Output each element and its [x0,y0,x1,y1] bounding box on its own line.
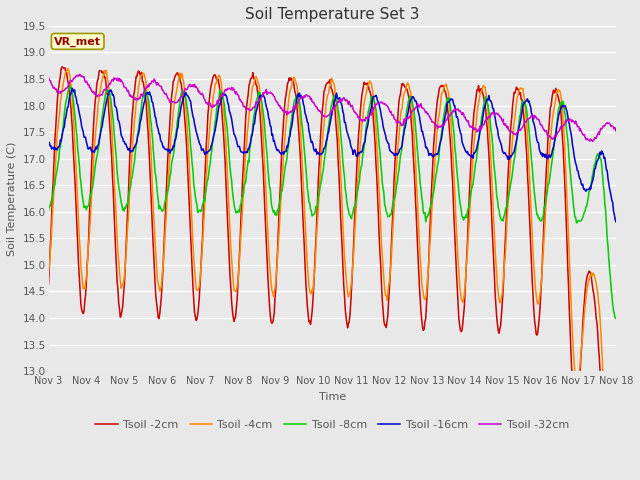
Line: Tsoil -2cm: Tsoil -2cm [49,67,616,480]
Tsoil -8cm [45,207,52,213]
Tsoil -8cm [202,190,209,196]
Tsoil -32cm [76,72,83,77]
Line: Tsoil -16cm: Tsoil -16cm [49,88,616,222]
Tsoil -32cm [114,75,122,81]
Tsoil -8cm [419,200,426,205]
Tsoil -32cm [419,105,426,111]
Tsoil -2cm [45,281,52,287]
Tsoil -16cm [402,120,410,126]
Tsoil -2cm [419,324,426,330]
X-axis label: Time: Time [319,392,346,401]
Tsoil -4cm [172,93,179,99]
Line: Tsoil -4cm: Tsoil -4cm [49,69,616,480]
Tsoil -32cm [402,116,410,122]
Tsoil -8cm [55,156,63,162]
Tsoil -32cm [612,128,620,134]
Tsoil -2cm [202,159,209,165]
Tsoil -4cm [419,286,426,292]
Tsoil -4cm [45,270,52,276]
Tsoil -16cm [45,141,52,146]
Tsoil -8cm [612,315,620,321]
Tsoil -16cm [55,144,63,150]
Title: Soil Temperature Set 3: Soil Temperature Set 3 [245,7,419,22]
Line: Tsoil -8cm: Tsoil -8cm [49,86,616,318]
Tsoil -4cm [402,85,410,91]
Tsoil -16cm [612,219,620,225]
Tsoil -8cm [402,113,410,119]
Tsoil -8cm [114,177,122,183]
Tsoil -8cm [67,83,74,89]
Tsoil -2cm [55,84,63,90]
Tsoil -32cm [202,99,209,105]
Tsoil -4cm [65,66,72,72]
Tsoil -8cm [172,132,179,138]
Tsoil -4cm [114,250,122,256]
Tsoil -16cm [68,85,76,91]
Text: VR_met: VR_met [54,36,101,47]
Tsoil -2cm [172,72,179,78]
Tsoil -16cm [114,117,122,123]
Tsoil -16cm [172,137,179,143]
Tsoil -4cm [55,116,63,122]
Tsoil -32cm [55,90,63,96]
Tsoil -16cm [202,151,209,156]
Tsoil -32cm [589,138,597,144]
Tsoil -16cm [419,129,426,134]
Legend: Tsoil -2cm, Tsoil -4cm, Tsoil -8cm, Tsoil -16cm, Tsoil -32cm: Tsoil -2cm, Tsoil -4cm, Tsoil -8cm, Tsoi… [91,416,573,434]
Tsoil -2cm [114,287,122,293]
Tsoil -2cm [58,64,66,70]
Tsoil -2cm [402,84,410,90]
Line: Tsoil -32cm: Tsoil -32cm [49,74,616,141]
Tsoil -32cm [172,100,179,106]
Tsoil -4cm [202,186,209,192]
Tsoil -32cm [45,74,52,80]
Y-axis label: Soil Temperature (C): Soil Temperature (C) [7,141,17,256]
